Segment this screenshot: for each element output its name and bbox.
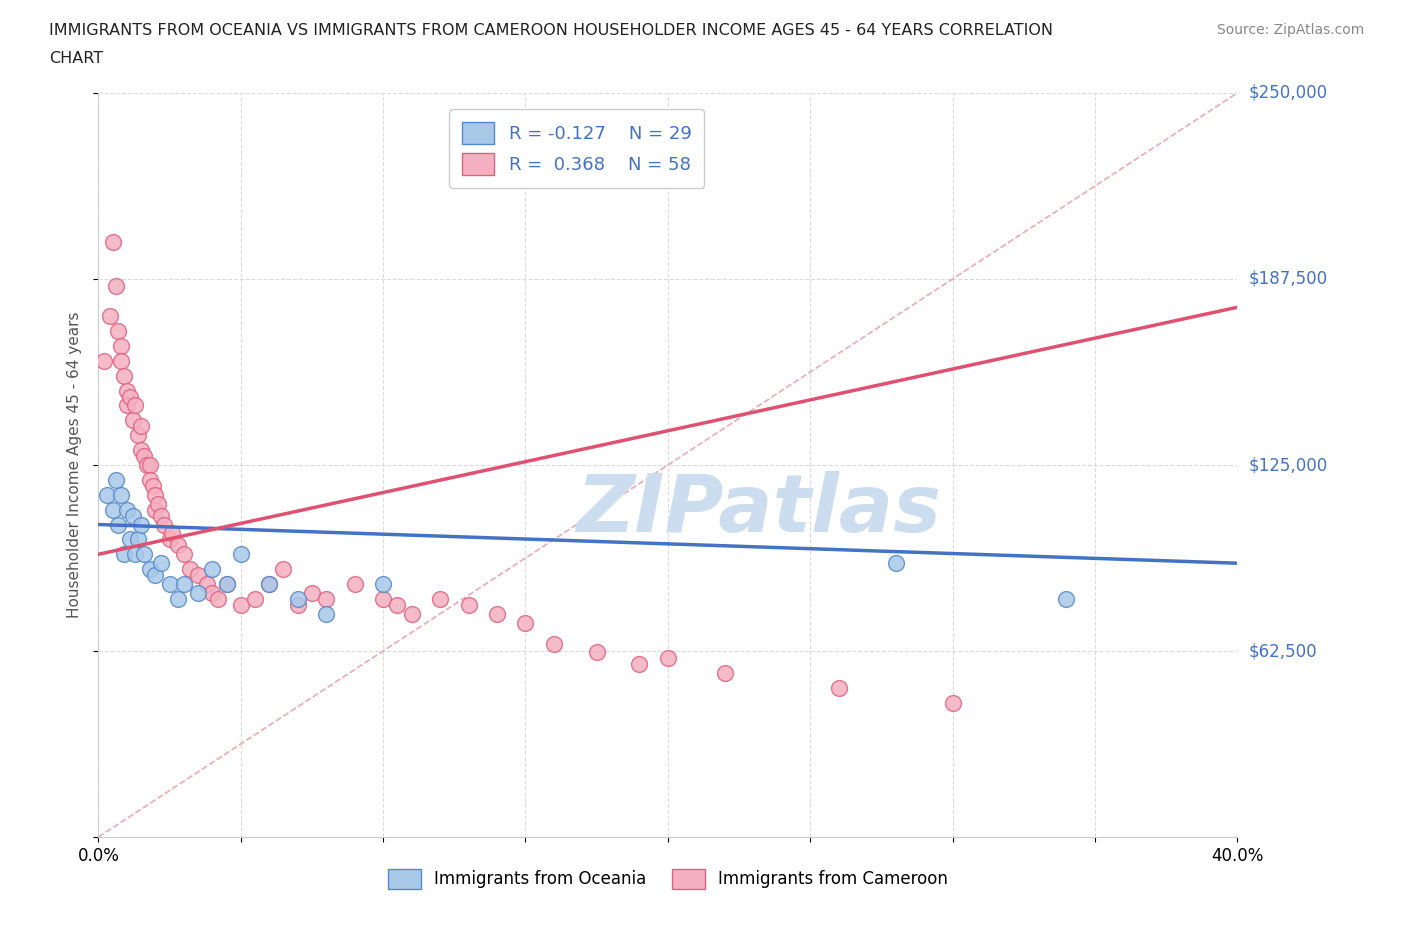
Point xyxy=(115,383,138,398)
Point xyxy=(215,577,238,591)
Point xyxy=(135,458,157,472)
Point xyxy=(138,472,160,487)
Point xyxy=(515,616,537,631)
Point xyxy=(401,606,423,621)
Point xyxy=(132,547,155,562)
Text: IMMIGRANTS FROM OCEANIA VS IMMIGRANTS FROM CAMEROON HOUSEHOLDER INCOME AGES 45 -: IMMIGRANTS FROM OCEANIA VS IMMIGRANTS FR… xyxy=(49,23,1053,38)
Point xyxy=(150,556,173,571)
Point xyxy=(159,532,181,547)
Point xyxy=(124,398,146,413)
Point xyxy=(110,487,132,502)
Point xyxy=(145,567,167,582)
Point xyxy=(585,645,607,660)
Point xyxy=(942,696,965,711)
Point xyxy=(373,577,395,591)
Point xyxy=(457,597,479,612)
Point xyxy=(129,517,152,532)
Point xyxy=(127,532,149,547)
Point xyxy=(101,234,124,249)
Text: $62,500: $62,500 xyxy=(1249,642,1317,660)
Point xyxy=(628,657,651,671)
Text: CHART: CHART xyxy=(49,51,103,66)
Point xyxy=(215,577,238,591)
Point xyxy=(201,586,224,601)
Point xyxy=(121,508,143,523)
Point xyxy=(148,497,170,512)
Point xyxy=(141,478,163,493)
Point xyxy=(195,577,218,591)
Point xyxy=(104,279,127,294)
Point xyxy=(96,487,118,502)
Point xyxy=(187,567,209,582)
Point xyxy=(167,538,190,552)
Point xyxy=(121,413,143,428)
Point xyxy=(110,353,132,368)
Point xyxy=(110,339,132,353)
Point xyxy=(315,606,337,621)
Point xyxy=(101,502,124,517)
Point xyxy=(273,562,295,577)
Point xyxy=(118,532,141,547)
Point xyxy=(207,591,229,606)
Point xyxy=(243,591,266,606)
Point xyxy=(201,562,224,577)
Point xyxy=(229,597,252,612)
Point xyxy=(93,353,115,368)
Y-axis label: Householder Income Ages 45 - 64 years: Householder Income Ages 45 - 64 years xyxy=(67,312,83,618)
Point xyxy=(287,591,309,606)
Point xyxy=(173,547,195,562)
Point xyxy=(1056,591,1078,606)
Text: ZIPatlas: ZIPatlas xyxy=(576,471,942,549)
Point xyxy=(162,526,184,541)
Point xyxy=(115,502,138,517)
Point xyxy=(112,547,135,562)
Point xyxy=(828,681,851,696)
Point xyxy=(167,591,190,606)
Point xyxy=(118,389,141,404)
Legend: Immigrants from Oceania, Immigrants from Cameroon: Immigrants from Oceania, Immigrants from… xyxy=(381,862,955,896)
Point xyxy=(187,586,209,601)
Point xyxy=(138,562,160,577)
Point xyxy=(153,517,176,532)
Point xyxy=(104,472,127,487)
Point xyxy=(259,577,281,591)
Point xyxy=(387,597,409,612)
Point xyxy=(173,577,195,591)
Text: Source: ZipAtlas.com: Source: ZipAtlas.com xyxy=(1216,23,1364,37)
Point xyxy=(150,508,173,523)
Point xyxy=(229,547,252,562)
Point xyxy=(543,636,565,651)
Point xyxy=(112,368,135,383)
Point xyxy=(343,577,366,591)
Point xyxy=(98,309,121,324)
Text: $250,000: $250,000 xyxy=(1249,84,1327,102)
Point xyxy=(884,556,907,571)
Point xyxy=(107,517,129,532)
Point xyxy=(287,597,309,612)
Point xyxy=(657,651,679,666)
Text: $125,000: $125,000 xyxy=(1249,456,1327,474)
Point xyxy=(301,586,323,601)
Point xyxy=(107,324,129,339)
Point xyxy=(486,606,509,621)
Point xyxy=(129,418,152,433)
Point xyxy=(124,547,146,562)
Point xyxy=(115,398,138,413)
Point xyxy=(129,443,152,458)
Point xyxy=(315,591,337,606)
Point xyxy=(259,577,281,591)
Point xyxy=(714,666,737,681)
Point xyxy=(373,591,395,606)
Point xyxy=(132,448,155,463)
Point xyxy=(179,562,201,577)
Point xyxy=(145,502,167,517)
Point xyxy=(145,487,167,502)
Point xyxy=(429,591,451,606)
Point xyxy=(138,458,160,472)
Text: $187,500: $187,500 xyxy=(1249,270,1327,288)
Point xyxy=(127,428,149,443)
Point xyxy=(159,577,181,591)
